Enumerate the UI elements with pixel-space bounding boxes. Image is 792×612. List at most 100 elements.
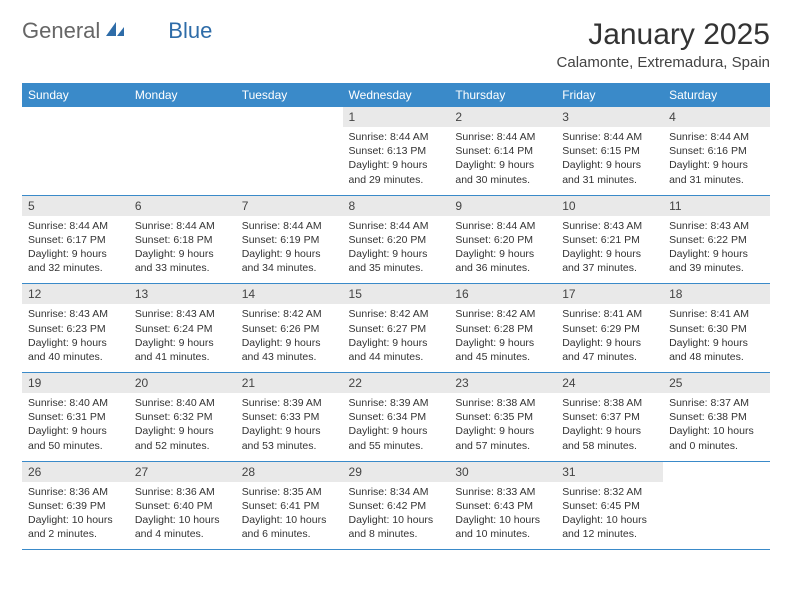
- day-data: Sunrise: 8:41 AMSunset: 6:30 PMDaylight:…: [663, 304, 770, 372]
- day-number: 4: [663, 107, 770, 127]
- day-number: 30: [449, 462, 556, 482]
- title-block: January 2025 Calamonte, Extremadura, Spa…: [557, 18, 770, 71]
- day-data: Sunrise: 8:43 AMSunset: 6:21 PMDaylight:…: [556, 216, 663, 284]
- calendar-cell: 28Sunrise: 8:35 AMSunset: 6:41 PMDayligh…: [236, 461, 343, 550]
- calendar-cell: 29Sunrise: 8:34 AMSunset: 6:42 PMDayligh…: [343, 461, 450, 550]
- calendar-cell: 7Sunrise: 8:44 AMSunset: 6:19 PMDaylight…: [236, 195, 343, 284]
- day-data: Sunrise: 8:42 AMSunset: 6:27 PMDaylight:…: [343, 304, 450, 372]
- calendar-week-row: 12Sunrise: 8:43 AMSunset: 6:23 PMDayligh…: [22, 284, 770, 373]
- logo-text-1: General: [22, 18, 100, 44]
- calendar-cell: 18Sunrise: 8:41 AMSunset: 6:30 PMDayligh…: [663, 284, 770, 373]
- calendar-cell: 2Sunrise: 8:44 AMSunset: 6:14 PMDaylight…: [449, 107, 556, 195]
- day-number: 2: [449, 107, 556, 127]
- calendar-table: SundayMondayTuesdayWednesdayThursdayFrid…: [22, 83, 770, 550]
- day-number: 14: [236, 284, 343, 304]
- calendar-cell: 16Sunrise: 8:42 AMSunset: 6:28 PMDayligh…: [449, 284, 556, 373]
- weekday-header: Saturday: [663, 83, 770, 107]
- day-data: Sunrise: 8:37 AMSunset: 6:38 PMDaylight:…: [663, 393, 770, 461]
- calendar-cell: 9Sunrise: 8:44 AMSunset: 6:20 PMDaylight…: [449, 195, 556, 284]
- calendar-cell: 20Sunrise: 8:40 AMSunset: 6:32 PMDayligh…: [129, 373, 236, 462]
- logo: General Blue: [22, 18, 212, 44]
- calendar-cell: 10Sunrise: 8:43 AMSunset: 6:21 PMDayligh…: [556, 195, 663, 284]
- day-number: 20: [129, 373, 236, 393]
- header: General Blue January 2025 Calamonte, Ext…: [22, 18, 770, 71]
- day-number: 29: [343, 462, 450, 482]
- calendar-cell: 8Sunrise: 8:44 AMSunset: 6:20 PMDaylight…: [343, 195, 450, 284]
- calendar-cell: 13Sunrise: 8:43 AMSunset: 6:24 PMDayligh…: [129, 284, 236, 373]
- day-number: 10: [556, 196, 663, 216]
- day-data: Sunrise: 8:44 AMSunset: 6:17 PMDaylight:…: [22, 216, 129, 284]
- day-data: Sunrise: 8:32 AMSunset: 6:45 PMDaylight:…: [556, 482, 663, 550]
- day-number: 19: [22, 373, 129, 393]
- day-number: 18: [663, 284, 770, 304]
- day-number: 6: [129, 196, 236, 216]
- day-data: Sunrise: 8:40 AMSunset: 6:31 PMDaylight:…: [22, 393, 129, 461]
- weekday-header: Thursday: [449, 83, 556, 107]
- day-data: Sunrise: 8:44 AMSunset: 6:13 PMDaylight:…: [343, 127, 450, 195]
- day-number: 22: [343, 373, 450, 393]
- calendar-cell: 3Sunrise: 8:44 AMSunset: 6:15 PMDaylight…: [556, 107, 663, 195]
- calendar-cell: 14Sunrise: 8:42 AMSunset: 6:26 PMDayligh…: [236, 284, 343, 373]
- day-number: 31: [556, 462, 663, 482]
- day-data: Sunrise: 8:33 AMSunset: 6:43 PMDaylight:…: [449, 482, 556, 550]
- day-data: Sunrise: 8:44 AMSunset: 6:16 PMDaylight:…: [663, 127, 770, 195]
- calendar-cell: 5Sunrise: 8:44 AMSunset: 6:17 PMDaylight…: [22, 195, 129, 284]
- calendar-cell: 25Sunrise: 8:37 AMSunset: 6:38 PMDayligh…: [663, 373, 770, 462]
- day-data: Sunrise: 8:44 AMSunset: 6:19 PMDaylight:…: [236, 216, 343, 284]
- day-number: 7: [236, 196, 343, 216]
- day-data: Sunrise: 8:36 AMSunset: 6:40 PMDaylight:…: [129, 482, 236, 550]
- logo-text-2: Blue: [168, 18, 212, 44]
- calendar-cell: 30Sunrise: 8:33 AMSunset: 6:43 PMDayligh…: [449, 461, 556, 550]
- calendar-cell: [129, 107, 236, 195]
- calendar-cell: 4Sunrise: 8:44 AMSunset: 6:16 PMDaylight…: [663, 107, 770, 195]
- location: Calamonte, Extremadura, Spain: [557, 54, 770, 71]
- day-data: Sunrise: 8:38 AMSunset: 6:35 PMDaylight:…: [449, 393, 556, 461]
- day-number: 17: [556, 284, 663, 304]
- day-data: Sunrise: 8:42 AMSunset: 6:28 PMDaylight:…: [449, 304, 556, 372]
- weekday-header: Tuesday: [236, 83, 343, 107]
- day-data: Sunrise: 8:39 AMSunset: 6:34 PMDaylight:…: [343, 393, 450, 461]
- day-number: 12: [22, 284, 129, 304]
- day-number: 24: [556, 373, 663, 393]
- day-data: Sunrise: 8:44 AMSunset: 6:20 PMDaylight:…: [449, 216, 556, 284]
- calendar-week-row: 19Sunrise: 8:40 AMSunset: 6:31 PMDayligh…: [22, 373, 770, 462]
- calendar-week-row: 1Sunrise: 8:44 AMSunset: 6:13 PMDaylight…: [22, 107, 770, 195]
- calendar-cell: [236, 107, 343, 195]
- day-data: Sunrise: 8:38 AMSunset: 6:37 PMDaylight:…: [556, 393, 663, 461]
- day-data: Sunrise: 8:43 AMSunset: 6:24 PMDaylight:…: [129, 304, 236, 372]
- day-data: Sunrise: 8:44 AMSunset: 6:20 PMDaylight:…: [343, 216, 450, 284]
- calendar-cell: 24Sunrise: 8:38 AMSunset: 6:37 PMDayligh…: [556, 373, 663, 462]
- weekday-header: Friday: [556, 83, 663, 107]
- day-data: Sunrise: 8:35 AMSunset: 6:41 PMDaylight:…: [236, 482, 343, 550]
- calendar-cell: 12Sunrise: 8:43 AMSunset: 6:23 PMDayligh…: [22, 284, 129, 373]
- day-number: 23: [449, 373, 556, 393]
- calendar-cell: [663, 461, 770, 550]
- day-data: Sunrise: 8:40 AMSunset: 6:32 PMDaylight:…: [129, 393, 236, 461]
- day-data: Sunrise: 8:44 AMSunset: 6:14 PMDaylight:…: [449, 127, 556, 195]
- calendar-week-row: 26Sunrise: 8:36 AMSunset: 6:39 PMDayligh…: [22, 461, 770, 550]
- day-number: 21: [236, 373, 343, 393]
- calendar-cell: 26Sunrise: 8:36 AMSunset: 6:39 PMDayligh…: [22, 461, 129, 550]
- weekday-header: Monday: [129, 83, 236, 107]
- day-number: 1: [343, 107, 450, 127]
- calendar-cell: 31Sunrise: 8:32 AMSunset: 6:45 PMDayligh…: [556, 461, 663, 550]
- day-number: 27: [129, 462, 236, 482]
- calendar-cell: 17Sunrise: 8:41 AMSunset: 6:29 PMDayligh…: [556, 284, 663, 373]
- calendar-cell: 15Sunrise: 8:42 AMSunset: 6:27 PMDayligh…: [343, 284, 450, 373]
- day-number: 25: [663, 373, 770, 393]
- calendar-cell: [22, 107, 129, 195]
- day-data: Sunrise: 8:39 AMSunset: 6:33 PMDaylight:…: [236, 393, 343, 461]
- calendar-cell: 27Sunrise: 8:36 AMSunset: 6:40 PMDayligh…: [129, 461, 236, 550]
- weekday-header-row: SundayMondayTuesdayWednesdayThursdayFrid…: [22, 83, 770, 107]
- day-data: Sunrise: 8:43 AMSunset: 6:23 PMDaylight:…: [22, 304, 129, 372]
- day-number: 28: [236, 462, 343, 482]
- day-number: 16: [449, 284, 556, 304]
- day-data: Sunrise: 8:42 AMSunset: 6:26 PMDaylight:…: [236, 304, 343, 372]
- calendar-cell: 23Sunrise: 8:38 AMSunset: 6:35 PMDayligh…: [449, 373, 556, 462]
- day-data: Sunrise: 8:36 AMSunset: 6:39 PMDaylight:…: [22, 482, 129, 550]
- day-number: 8: [343, 196, 450, 216]
- calendar-cell: 1Sunrise: 8:44 AMSunset: 6:13 PMDaylight…: [343, 107, 450, 195]
- calendar-body: 1Sunrise: 8:44 AMSunset: 6:13 PMDaylight…: [22, 107, 770, 550]
- calendar-cell: 11Sunrise: 8:43 AMSunset: 6:22 PMDayligh…: [663, 195, 770, 284]
- calendar-cell: 21Sunrise: 8:39 AMSunset: 6:33 PMDayligh…: [236, 373, 343, 462]
